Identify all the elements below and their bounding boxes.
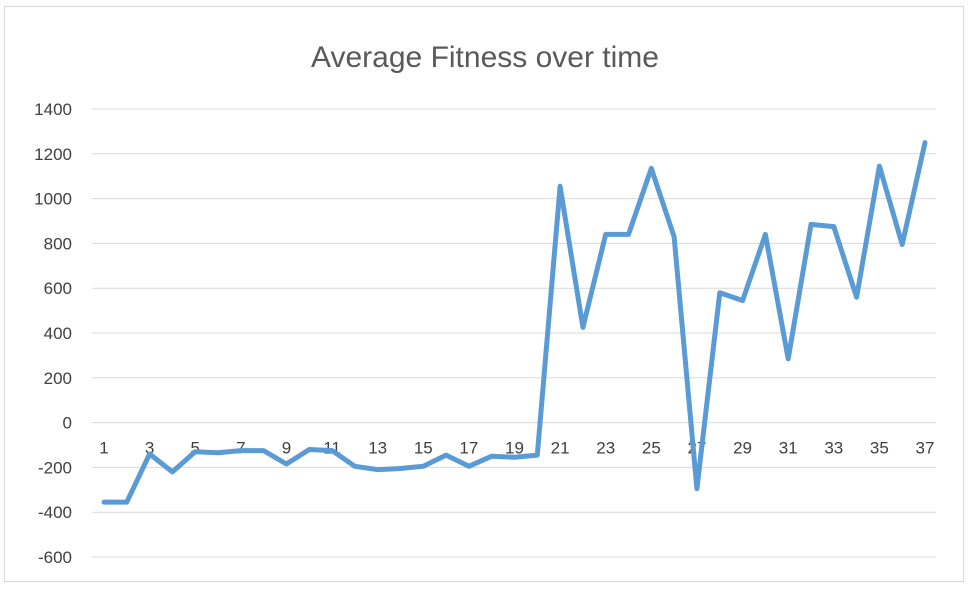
x-tick-label: 15	[414, 439, 433, 458]
y-tick-label: 600	[44, 279, 72, 298]
y-tick-label: 0	[63, 414, 72, 433]
y-axis-tick-labels: -600 -400 -200 0 200 400 600 800 1000 1200 1400	[34, 100, 72, 567]
chart-title: Average Fitness over time	[311, 41, 659, 74]
y-tick-label: 800	[44, 234, 72, 253]
x-tick-label: 13	[368, 439, 387, 458]
x-tick-label: 37	[916, 439, 935, 458]
gridlines	[92, 108, 936, 558]
y-tick-label: 1200	[34, 145, 72, 164]
x-tick-label: 19	[505, 439, 524, 458]
x-tick-label: 35	[870, 439, 889, 458]
x-tick-label: 31	[779, 439, 798, 458]
x-tick-label: 5	[190, 439, 199, 458]
y-tick-label: 1000	[34, 190, 72, 209]
x-tick-label: 23	[596, 439, 615, 458]
y-tick-label: -600	[38, 548, 72, 567]
x-tick-label: 1	[99, 439, 108, 458]
y-tick-label: 400	[44, 324, 72, 343]
y-tick-label: -400	[38, 503, 72, 522]
x-tick-label: 9	[282, 439, 291, 458]
chart-area	[4, 6, 964, 582]
series-line	[101, 140, 928, 505]
x-tick-label: 21	[551, 439, 570, 458]
y-tick-label: -200	[38, 458, 72, 477]
x-tick-label: 3	[145, 439, 154, 458]
series-lines	[101, 140, 928, 505]
x-tick-label: 33	[824, 439, 843, 458]
y-tick-label: 1400	[34, 100, 72, 119]
x-tick-label: 25	[642, 439, 661, 458]
x-tick-label: 29	[733, 439, 752, 458]
y-tick-label: 200	[44, 369, 72, 388]
x-tick-label: 17	[459, 439, 478, 458]
